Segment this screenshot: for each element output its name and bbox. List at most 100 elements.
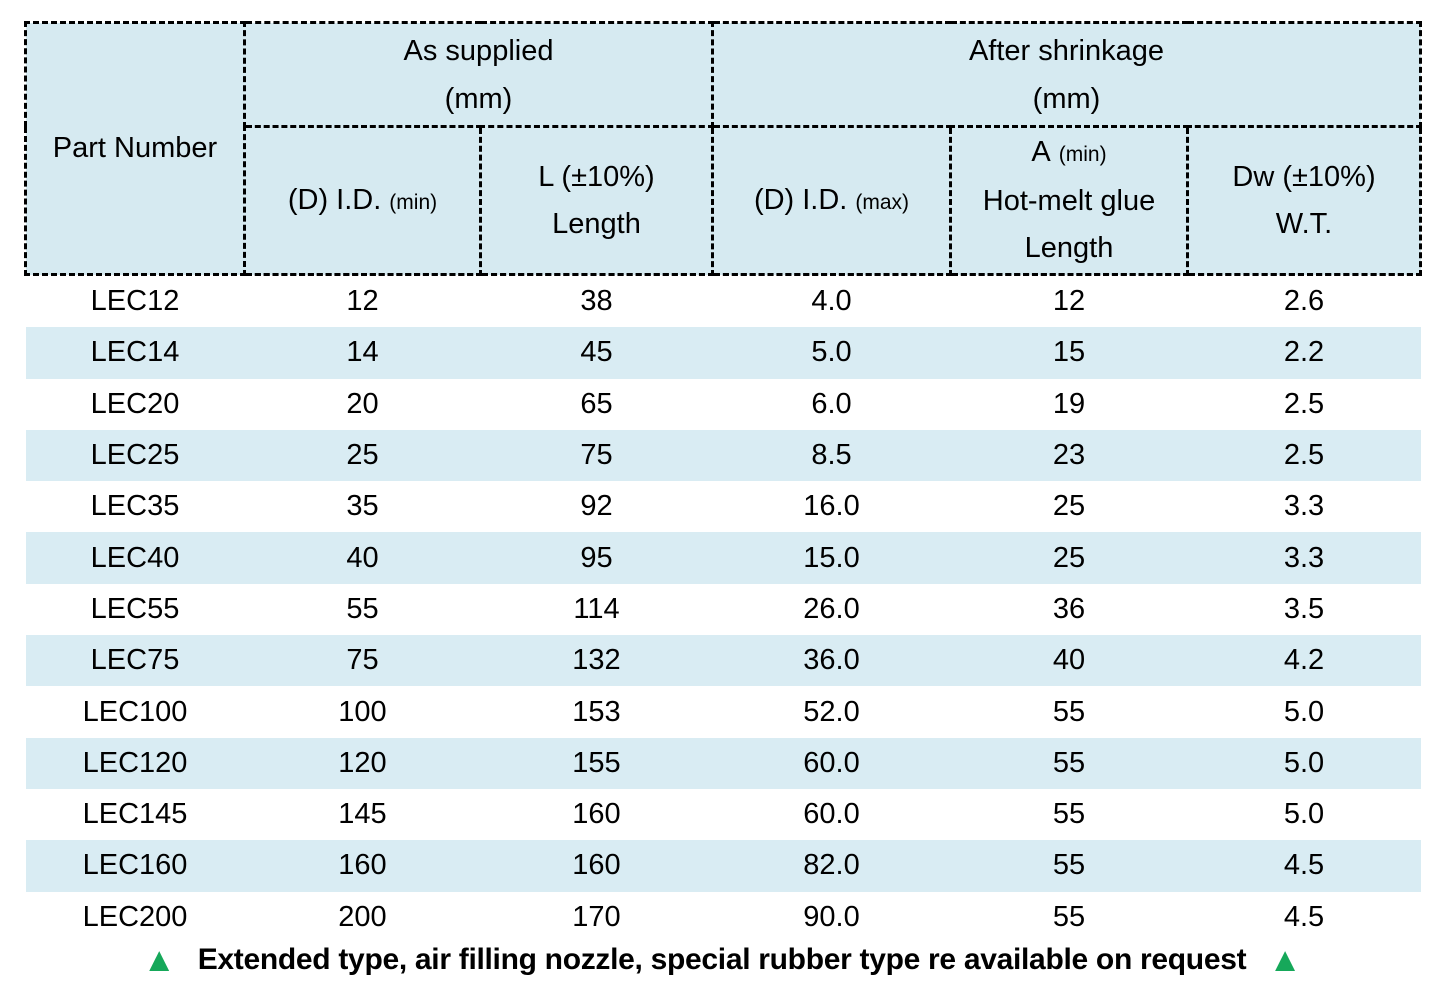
cell-value: 4.5: [1187, 840, 1421, 892]
cell-value: 12: [950, 274, 1188, 328]
group-unit: (mm): [444, 82, 513, 115]
table-row: LEC14 14 45 5.0 15 2.2: [25, 327, 1421, 379]
header-glue-line2: Hot-melt glue: [982, 185, 1156, 217]
cell-value: 153: [480, 686, 713, 738]
cell-value: 55: [950, 840, 1188, 892]
cell-part-number: LEC12: [25, 274, 245, 328]
header-glue-length: A (min) Hot-melt glue Length: [949, 125, 1189, 276]
group-unit: (mm): [1032, 82, 1101, 115]
cell-value: 6.0: [712, 378, 951, 430]
cell-value: 36: [950, 583, 1188, 636]
footer-note-text: Extended type, air filling nozzle, speci…: [197, 943, 1247, 976]
table-row: LEC200 200 170 90.0 55 4.5: [25, 891, 1421, 943]
cell-value: 65: [480, 378, 713, 430]
table-row: LEC35 35 92 16.0 25 3.3: [25, 481, 1421, 533]
cell-value: 2.5: [1187, 378, 1421, 430]
cell-value: 145: [244, 788, 481, 841]
cell-value: 75: [480, 429, 713, 482]
cell-value: 114: [480, 583, 713, 636]
cell-part-number: LEC145: [25, 788, 245, 841]
cell-value: 3.3: [1187, 481, 1421, 533]
cell-value: 132: [480, 635, 713, 687]
cell-value: 35: [244, 481, 481, 533]
cell-part-number: LEC25: [25, 429, 245, 482]
header-length: L (±10%) Length: [479, 125, 714, 276]
cell-value: 55: [950, 788, 1188, 841]
cell-part-number: LEC200: [25, 891, 245, 943]
cell-part-number: LEC14: [25, 327, 245, 379]
cell-value: 55: [950, 686, 1188, 738]
cell-value: 60.0: [712, 788, 951, 841]
cell-part-number: LEC55: [25, 583, 245, 636]
cell-value: 4.0: [712, 274, 951, 328]
cell-part-number: LEC40: [25, 532, 245, 584]
cell-value: 55: [950, 737, 1188, 789]
cell-value: 5.0: [1187, 737, 1421, 789]
cell-value: 75: [244, 635, 481, 687]
cell-value: 3.5: [1187, 583, 1421, 636]
cell-value: 5.0: [1187, 686, 1421, 738]
cell-value: 52.0: [712, 686, 951, 738]
cell-part-number: LEC20: [25, 378, 245, 430]
triangle-up-icon: ▲: [142, 941, 176, 979]
table-row: LEC120 120 155 60.0 55 5.0: [25, 737, 1421, 789]
cell-value: 2.6: [1187, 274, 1421, 328]
cell-value: 16.0: [712, 481, 951, 533]
cell-value: 12: [244, 274, 481, 328]
cell-value: 38: [480, 274, 713, 328]
table-header: Part Number As supplied (mm) After shrin…: [24, 21, 1422, 276]
cell-value: 2.2: [1187, 327, 1421, 379]
cell-part-number: LEC100: [25, 686, 245, 738]
cell-value: 60.0: [712, 737, 951, 789]
cell-value: 15.0: [712, 532, 951, 584]
cell-value: 160: [480, 788, 713, 841]
cell-value: 25: [950, 532, 1188, 584]
cell-value: 90.0: [712, 891, 951, 943]
header-id-max: (D) I.D. (max): [711, 125, 952, 276]
cell-value: 8.5: [712, 429, 951, 482]
header-glue-line3: Length: [1024, 232, 1114, 264]
cell-value: 25: [244, 429, 481, 482]
table-row: LEC75 75 132 36.0 40 4.2: [25, 635, 1421, 687]
cell-value: 26.0: [712, 583, 951, 636]
header-id-min-label: (D) I.D.: [287, 184, 382, 216]
cell-value: 4.5: [1187, 891, 1421, 943]
cell-part-number: LEC75: [25, 635, 245, 687]
cell-value: 82.0: [712, 840, 951, 892]
cell-value: 160: [480, 840, 713, 892]
cell-part-number: LEC160: [25, 840, 245, 892]
cell-value: 40: [950, 635, 1188, 687]
cell-part-number: LEC35: [25, 481, 245, 533]
cell-value: 19: [950, 378, 1188, 430]
cell-value: 92: [480, 481, 713, 533]
cell-value: 170: [480, 891, 713, 943]
table-row: LEC100 100 153 52.0 55 5.0: [25, 686, 1421, 738]
cell-value: 155: [480, 737, 713, 789]
cell-value: 15: [950, 327, 1188, 379]
triangle-up-icon: ▲: [1268, 941, 1302, 979]
table-body: LEC12 12 38 4.0 12 2.6 LEC14 14 45 5.0 15 2.2 LEC20 2…: [25, 274, 1421, 943]
header-id-max-qualifier: (max): [855, 191, 910, 214]
cell-value: 40: [244, 532, 481, 584]
cell-value: 95: [480, 532, 713, 584]
cell-value: 4.2: [1187, 635, 1421, 687]
spec-table: Part Number As supplied (mm) After shrin…: [24, 21, 1422, 943]
footer-note: ▲ Extended type, air filling nozzle, spe…: [0, 934, 1444, 986]
cell-value: 120: [244, 737, 481, 789]
cell-value: 25: [950, 481, 1188, 533]
header-part-number: Part Number: [24, 21, 246, 276]
cell-value: 5.0: [1187, 788, 1421, 841]
header-glue-qualifier: (min): [1058, 143, 1107, 166]
cell-value: 55: [244, 583, 481, 636]
cell-value: 20: [244, 378, 481, 430]
cell-value: 2.5: [1187, 429, 1421, 482]
group-title: After shrinkage: [968, 34, 1165, 67]
table-row: LEC25 25 75 8.5 23 2.5: [25, 429, 1421, 482]
header-group-after-shrinkage: After shrinkage (mm): [711, 21, 1422, 128]
cell-value: 23: [950, 429, 1188, 482]
cell-value: 160: [244, 840, 481, 892]
cell-value: 55: [950, 891, 1188, 943]
header-wt-line2: W.T.: [1275, 207, 1333, 240]
cell-part-number: LEC120: [25, 737, 245, 789]
